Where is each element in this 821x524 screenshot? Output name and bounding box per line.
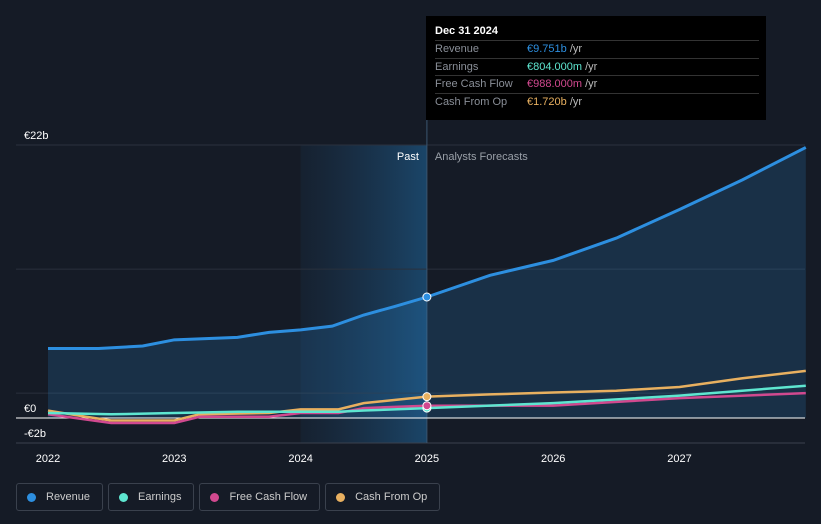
legend: Revenue Earnings Free Cash Flow Cash From O… (16, 483, 441, 511)
tooltip-value: €804.000m /yr (527, 60, 598, 73)
legend-label: Free Cash Flow (229, 491, 308, 503)
x-tick-label: 2025 (415, 453, 439, 465)
x-tick-label: 2026 (541, 453, 565, 465)
legend-label: Earnings (138, 491, 182, 503)
past-label: Past (397, 151, 419, 163)
tooltip-label: Earnings (435, 60, 479, 73)
cash-from-op-marker[interactable] (422, 392, 432, 402)
tooltip-value: €988.000m /yr (527, 78, 598, 90)
free-cash-flow-marker[interactable] (422, 401, 432, 411)
tooltip-row: Free Cash Flow €988.000m /yr (435, 75, 759, 93)
y-tick-label: €0 (24, 403, 36, 415)
tooltip-value: €9.751b /yr (527, 43, 583, 55)
x-tick-label: 2027 (667, 453, 691, 465)
revenue-area (48, 147, 806, 418)
legend-dot-icon (27, 492, 36, 502)
tooltip: Dec 31 2024 Revenue €9.751b /yr Earnings €8… (426, 16, 766, 120)
tooltip-row: Revenue €9.751b /yr (435, 40, 759, 58)
revenue-line (48, 146, 807, 351)
x-tick-label: 2022 (36, 453, 60, 465)
legend-label: Cash From Op (355, 491, 428, 503)
legend-item-earnings[interactable]: Earnings (108, 483, 195, 511)
y-tick-label: €22b (24, 130, 48, 142)
forecast-label: Analysts Forecasts (435, 151, 528, 163)
tooltip-label: Free Cash Flow (435, 78, 513, 90)
tooltip-label: Cash From Op (435, 95, 508, 108)
legend-item-free-cash-flow[interactable]: Free Cash Flow (199, 483, 321, 511)
x-tick-label: 2024 (288, 453, 312, 465)
revenue-marker[interactable] (422, 292, 432, 302)
chart: €22b €0 -€2b 2022 2023 2024 2025 2026 2027 Past An… (16, 120, 807, 465)
earnings-line (47, 384, 806, 416)
tooltip-label: Revenue (435, 43, 480, 55)
legend-dot-icon (119, 492, 129, 502)
y-tick-label: -€2b (24, 428, 46, 440)
x-tick-label: 2023 (162, 453, 186, 465)
cash-from-op-line (47, 369, 806, 422)
legend-label: Revenue (46, 491, 91, 503)
legend-dot-icon (210, 492, 220, 502)
legend-dot-icon (336, 492, 346, 502)
tooltip-row: Earnings €804.000m /yr (435, 57, 759, 76)
tooltip-date: Dec 31 2024 (435, 25, 498, 37)
legend-item-revenue[interactable]: Revenue (16, 483, 104, 511)
tooltip-row: Cash From Op €1.720b /yr (435, 92, 759, 111)
legend-item-cash-from-op[interactable]: Cash From Op (325, 483, 441, 511)
tooltip-value: €1.720b /yr (527, 95, 583, 108)
